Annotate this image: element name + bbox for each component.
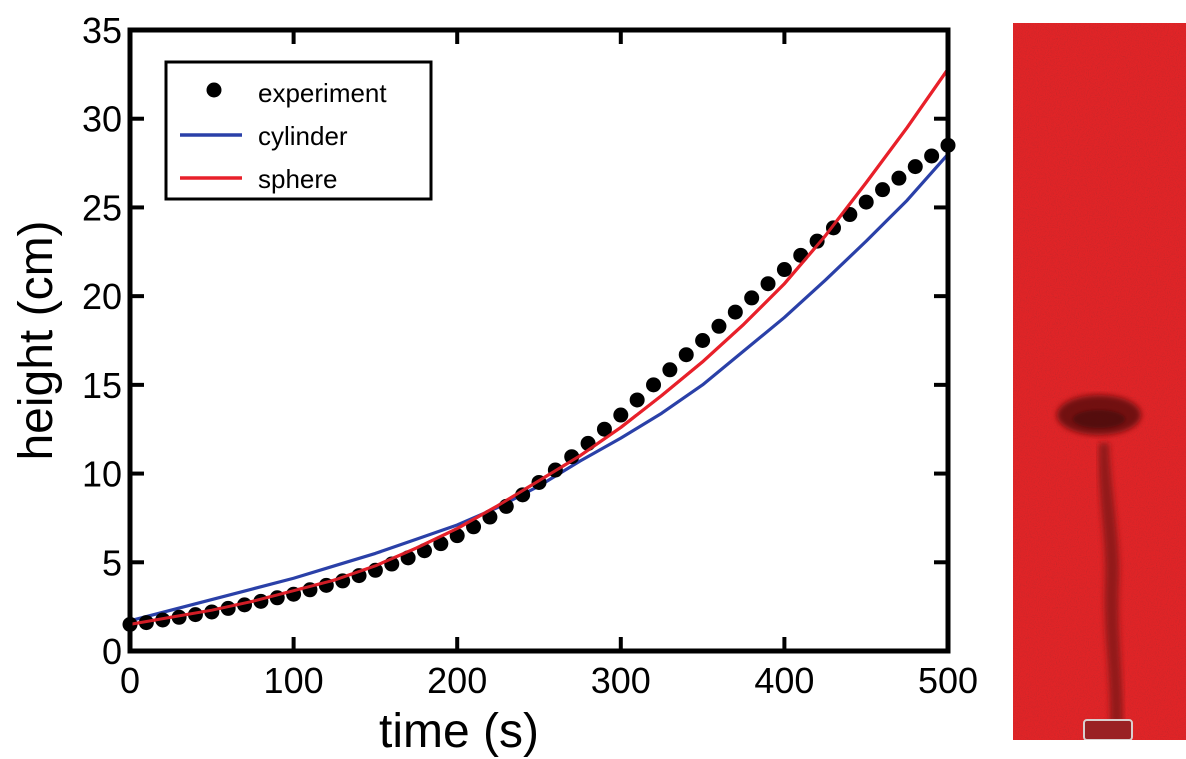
x-tick-label: 400 <box>754 660 814 701</box>
data-point-experiment <box>924 148 940 164</box>
nozzle <box>1083 719 1133 740</box>
data-point-experiment <box>776 262 792 278</box>
series-line-cylinder <box>128 152 950 623</box>
y-axis-title: height (cm) <box>10 220 63 460</box>
data-point-experiment <box>809 233 825 249</box>
legend-marker-experiment <box>206 82 222 98</box>
plot-frame <box>127 27 951 654</box>
data-point-experiment <box>891 170 907 186</box>
legend-label-cylinder: cylinder <box>258 121 348 151</box>
legend-label-experiment: experiment <box>258 78 387 108</box>
data-point-experiment <box>515 487 531 503</box>
data-point-experiment <box>727 304 743 320</box>
plume-stem <box>1098 443 1123 723</box>
data-point-experiment <box>613 407 629 423</box>
y-tick-label: 25 <box>82 187 122 228</box>
legend-label-sphere: sphere <box>258 164 338 194</box>
experiment-photo <box>1013 23 1186 740</box>
photo-grain <box>1013 23 1186 740</box>
series-line-sphere-overlay <box>129 68 950 626</box>
data-point-experiment <box>596 421 612 437</box>
x-tick-label: 500 <box>918 660 978 701</box>
plume-cap-core <box>1073 410 1125 428</box>
x-tick-label: 200 <box>427 660 487 701</box>
data-point-experiment <box>678 347 694 363</box>
y-tick-label: 15 <box>82 365 122 406</box>
data-point-experiment <box>695 333 711 348</box>
legend: experiment cylinder sphere <box>164 60 433 201</box>
data-point-experiment <box>662 362 678 378</box>
x-tick-label: 100 <box>264 660 324 701</box>
data-point-experiment <box>646 377 662 393</box>
data-point-experiment <box>711 318 727 334</box>
y-tick-label: 35 <box>82 10 122 51</box>
data-point-experiment <box>907 159 923 175</box>
data-point-experiment <box>760 276 776 292</box>
data-point-experiment <box>433 536 449 552</box>
data-point-experiment <box>564 449 580 465</box>
data-point-experiment <box>858 194 874 210</box>
x-axis-title: time (s) <box>379 705 539 758</box>
x-tick-label: 300 <box>591 660 651 701</box>
data-point-experiment <box>629 392 645 408</box>
data-point-experiment <box>875 182 891 198</box>
x-tick-label: 0 <box>120 660 140 701</box>
y-tick-label: 10 <box>82 454 122 495</box>
y-tick-label: 30 <box>82 99 122 140</box>
data-point-experiment <box>744 290 760 306</box>
y-tick-label: 0 <box>102 631 122 672</box>
y-tick-label: 20 <box>82 276 122 317</box>
y-tick-label: 5 <box>102 542 122 583</box>
